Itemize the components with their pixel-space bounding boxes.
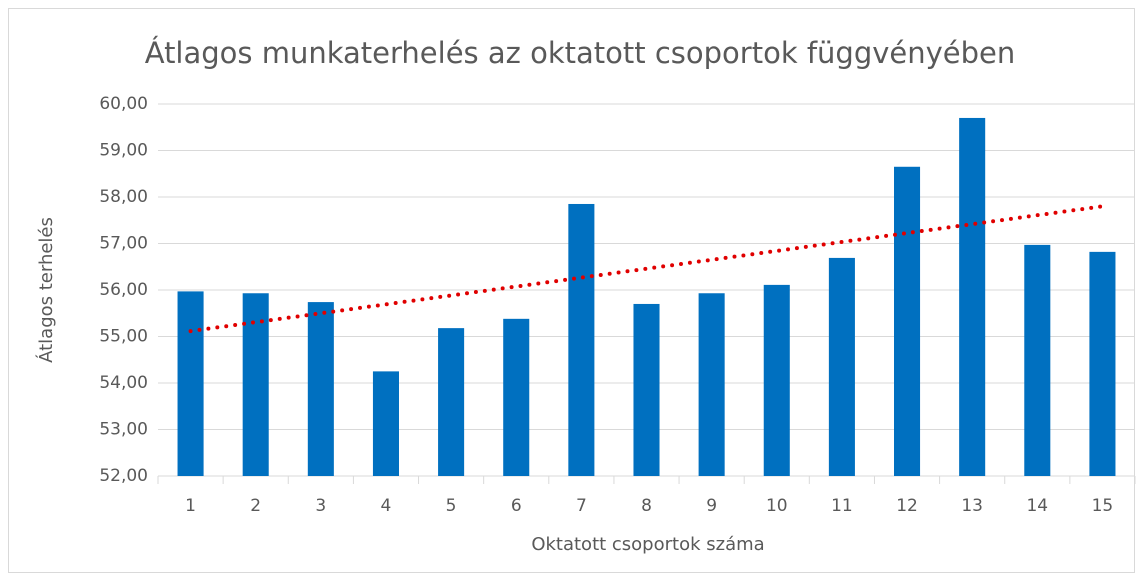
bar (698, 293, 725, 476)
bar (763, 284, 790, 476)
bar (242, 293, 269, 476)
x-tick-label: 10 (766, 496, 788, 516)
x-tick-label: 15 (1092, 496, 1114, 516)
x-tick-label: 8 (641, 496, 652, 516)
bar (959, 117, 986, 476)
y-tick-label: 52,00 (99, 466, 148, 486)
bar (438, 328, 465, 476)
x-tick-label: 1 (185, 496, 196, 516)
y-tick-label: 59,00 (99, 141, 148, 161)
chart-title: Átlagos munkaterhelés az oktatott csopor… (145, 36, 1016, 70)
x-tick-label: 13 (961, 496, 983, 516)
bar (307, 302, 334, 476)
y-tick-label: 60,00 (99, 94, 148, 114)
y-tick-label: 55,00 (99, 327, 148, 347)
y-axis-title: Átlagos terhelés (35, 217, 57, 363)
x-tick-label: 11 (831, 496, 853, 516)
x-tick-label: 2 (250, 496, 261, 516)
x-tick-label: 5 (446, 496, 457, 516)
bar (1089, 251, 1116, 476)
bar (503, 318, 530, 476)
y-tick-label: 54,00 (99, 373, 148, 393)
bar (177, 291, 204, 476)
y-tick-label: 57,00 (99, 234, 148, 254)
x-tick-label: 9 (706, 496, 717, 516)
x-tick-label: 12 (896, 496, 918, 516)
bar (828, 257, 855, 476)
y-tick-label: 56,00 (99, 280, 148, 300)
x-tick-label: 14 (1026, 496, 1048, 516)
x-tick-label: 6 (511, 496, 522, 516)
bar (894, 166, 921, 476)
x-tick-label: 4 (381, 496, 392, 516)
x-tick-label: 7 (576, 496, 587, 516)
bar (633, 303, 660, 476)
bar (372, 371, 399, 476)
trendline (188, 204, 1105, 334)
y-tick-label: 58,00 (99, 187, 148, 207)
x-tick-label: 3 (315, 496, 326, 516)
bar (1024, 244, 1051, 476)
bar (568, 203, 595, 476)
x-axis-title: Oktatott csoportok száma (531, 534, 764, 555)
y-tick-label: 53,00 (99, 420, 148, 440)
